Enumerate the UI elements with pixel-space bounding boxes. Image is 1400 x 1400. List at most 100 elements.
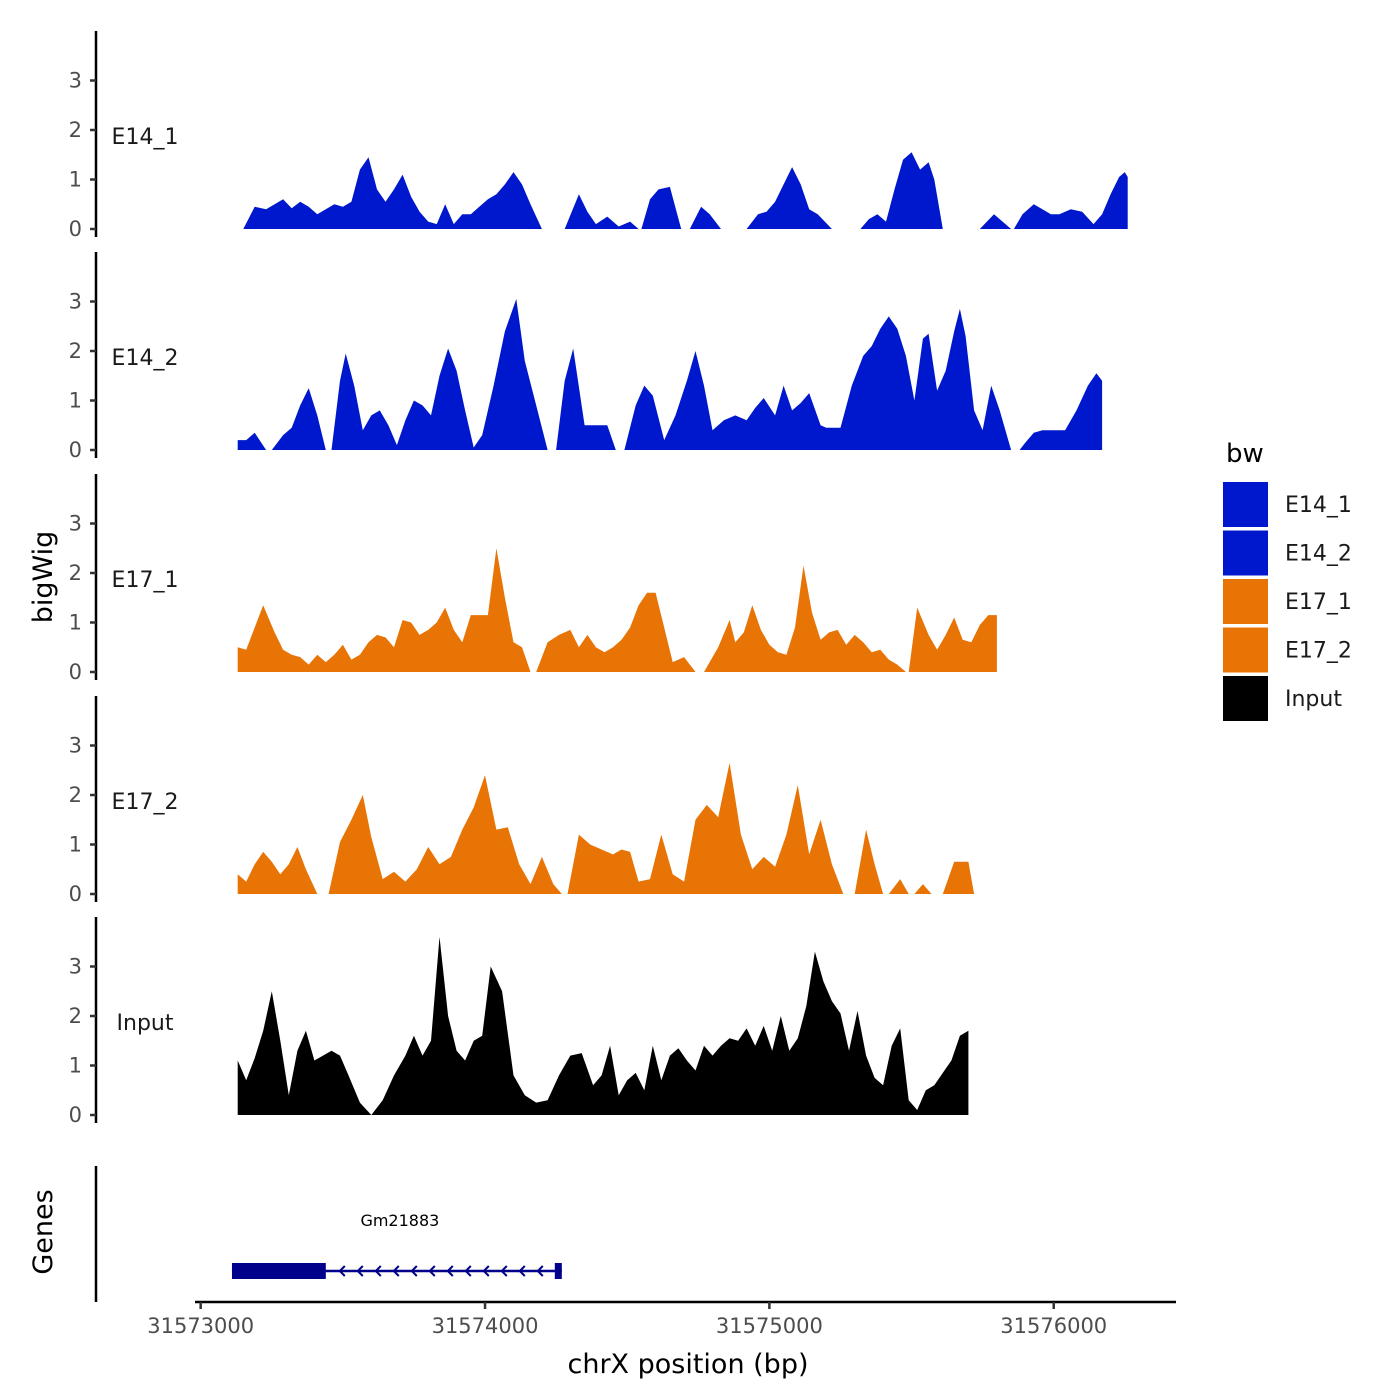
area-E17_1-segment xyxy=(908,607,997,672)
y-axis-title: bigWig xyxy=(28,531,59,624)
strand-arrow xyxy=(374,1265,382,1277)
legend: bw E14_1 E14_2 E17_1 E17_2 Input xyxy=(1223,439,1352,721)
y-tick-label: 3 xyxy=(69,512,82,536)
panel-E17_1: 0 1 2 3 E17_1 xyxy=(69,474,997,684)
gene-exon xyxy=(231,1263,326,1279)
area-E17_2-segment xyxy=(942,861,975,894)
x-tick-label: 31573000 xyxy=(147,1314,254,1338)
y-tick-label: 1 xyxy=(69,1054,82,1078)
y-tick-label: 1 xyxy=(69,389,82,413)
gene-label: Gm21883 xyxy=(360,1211,439,1230)
legend-label: E17_1 xyxy=(1285,590,1352,615)
area-E17_2-segment xyxy=(914,884,932,894)
track-label: E17_1 xyxy=(112,568,179,593)
area-E14_1-segment xyxy=(641,186,682,229)
legend-key xyxy=(1223,530,1268,576)
area-E17_1-segment xyxy=(536,592,696,672)
legend-key xyxy=(1223,627,1268,673)
panel-E14_1: 0 1 2 3 E14_1 xyxy=(69,31,1128,241)
track-label: E17_2 xyxy=(112,790,179,815)
area-E14_1-segment xyxy=(1013,172,1128,229)
strand-arrow xyxy=(356,1265,364,1277)
legend-label: Input xyxy=(1285,687,1342,712)
strand-arrow xyxy=(446,1265,454,1277)
track-label: E14_1 xyxy=(112,125,179,150)
y-tick-label: 0 xyxy=(69,882,82,906)
y-tick-label: 0 xyxy=(69,1103,82,1127)
area-E14_1-segment xyxy=(746,167,832,229)
x-tick-label: 31575000 xyxy=(716,1314,823,1338)
strand-arrow xyxy=(410,1265,418,1277)
y-tick-label: 0 xyxy=(69,438,82,462)
legend-key xyxy=(1223,482,1268,527)
area-E14_2-segment xyxy=(556,348,616,450)
y-tick-label: 2 xyxy=(69,339,82,363)
y-tick-label: 1 xyxy=(69,833,82,857)
gene-Gm21883: Gm21883 xyxy=(231,1211,562,1279)
area-E14_1-segment xyxy=(564,194,639,229)
gene-exon xyxy=(554,1263,562,1279)
strand-arrow xyxy=(518,1265,526,1277)
area-E14_2-segment xyxy=(1019,373,1103,450)
legend-item: E14_1 xyxy=(1223,482,1352,527)
genes-axis-title: Genes xyxy=(28,1189,59,1274)
strand-arrow xyxy=(464,1265,472,1277)
legend-key xyxy=(1223,579,1268,624)
area-E14_1-segment xyxy=(979,214,1012,229)
area-E14_2-segment xyxy=(331,299,548,450)
track-panels: 0 1 2 3 E14_1 0 1 2 3 E14_2 0 1 2 3 E17_1 0 1 2 3 E17_2 0 1 2 3… xyxy=(69,31,1128,1127)
x-tick-label: 31574000 xyxy=(432,1314,539,1338)
y-tick-label: 2 xyxy=(69,1004,82,1028)
area-E17_2-segment xyxy=(237,847,318,894)
strand-arrow xyxy=(500,1265,508,1277)
y-tick-label: 1 xyxy=(69,168,82,192)
area-E17_1-segment xyxy=(237,548,531,672)
legend-label: E14_2 xyxy=(1285,542,1352,567)
y-tick-label: 2 xyxy=(69,783,82,807)
y-tick-label: 3 xyxy=(69,955,82,979)
panel-E17_2: 0 1 2 3 E17_2 xyxy=(69,696,975,906)
y-tick-label: 3 xyxy=(69,734,82,758)
area-E17_2-segment xyxy=(888,879,909,894)
strand-arrow xyxy=(536,1265,544,1277)
legend-item: E17_2 xyxy=(1223,627,1352,673)
strand-arrow xyxy=(338,1265,346,1277)
strand-arrow xyxy=(392,1265,400,1277)
legend-item: E17_1 xyxy=(1223,579,1352,624)
y-tick-label: 1 xyxy=(69,611,82,635)
area-E17_2-segment xyxy=(854,829,884,894)
gene-track: Gm21883 xyxy=(94,1166,562,1302)
x-axis-title: chrX position (bp) xyxy=(567,1349,808,1380)
y-tick-label: 3 xyxy=(69,69,82,93)
y-tick-label: 3 xyxy=(69,290,82,314)
panel-Input: 0 1 2 3 Input xyxy=(69,917,969,1127)
area-E17_1-segment xyxy=(704,565,906,672)
area-E14_2-segment xyxy=(624,308,1012,450)
legend-key xyxy=(1223,676,1268,721)
legend-label: E14_1 xyxy=(1285,493,1352,518)
y-tick-label: 2 xyxy=(69,118,82,142)
panel-E14_2: 0 1 2 3 E14_2 xyxy=(69,252,1103,462)
legend-item: Input xyxy=(1223,676,1342,721)
strand-arrow xyxy=(482,1265,490,1277)
area-E17_2-segment xyxy=(328,775,562,894)
track-label: E14_2 xyxy=(112,346,179,371)
area-E14_2-segment xyxy=(237,432,267,450)
area-E14_1-segment xyxy=(243,157,542,229)
legend-title: bw xyxy=(1226,439,1264,469)
legend-label: E17_2 xyxy=(1285,639,1352,664)
y-tick-label: 2 xyxy=(69,561,82,585)
strand-arrow xyxy=(428,1265,436,1277)
x-tick-label: 31576000 xyxy=(1000,1314,1107,1338)
area-E14_2-segment xyxy=(271,388,326,450)
legend-item: E14_2 xyxy=(1223,530,1352,576)
area-E17_2-segment xyxy=(567,762,844,894)
area-Input-segment xyxy=(237,936,969,1115)
area-E14_1-segment xyxy=(860,152,943,229)
area-E14_1-segment xyxy=(689,206,721,229)
y-tick-label: 0 xyxy=(69,660,82,684)
y-tick-label: 0 xyxy=(69,217,82,241)
x-axis: 31573000 31574000 31575000 31576000 xyxy=(147,1300,1176,1338)
track-label: Input xyxy=(117,1011,174,1036)
